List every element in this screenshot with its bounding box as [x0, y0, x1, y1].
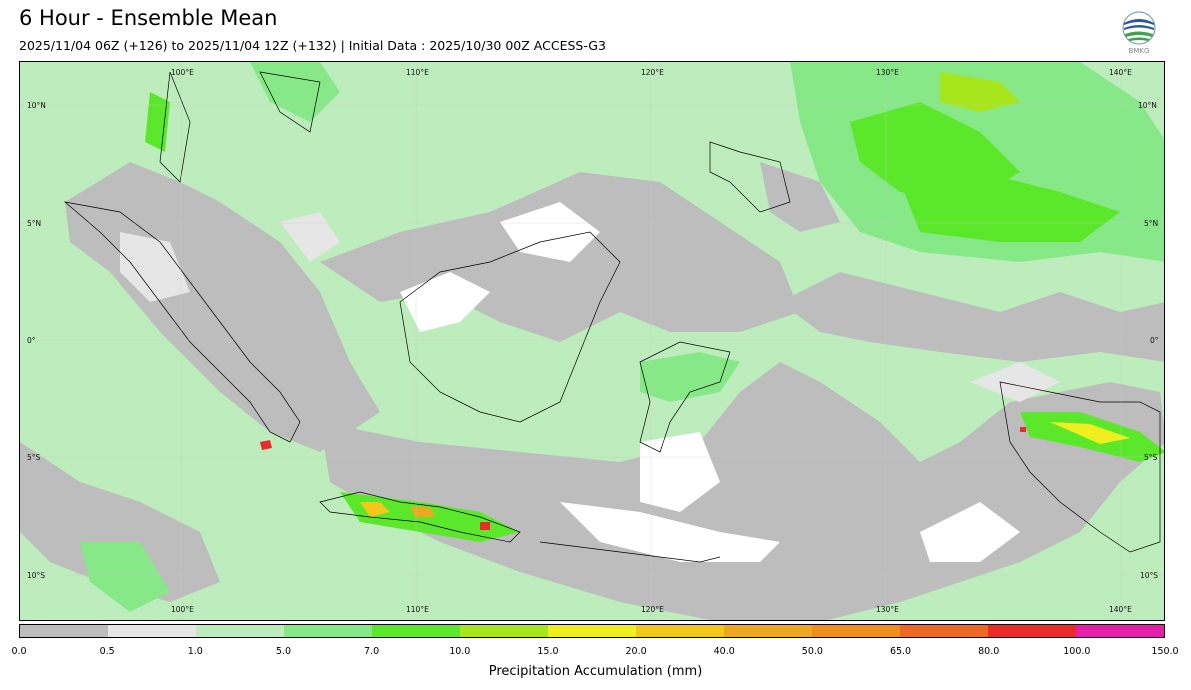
colorbar-tick-label: 50.0	[801, 646, 823, 657]
lon-label-top: 140°E	[1109, 68, 1132, 77]
colorbar-tick-label: 0.5	[99, 646, 115, 657]
lon-label-bottom: 130°E	[876, 605, 899, 614]
colorbar-tick-label: 20.0	[625, 646, 647, 657]
map-canvas	[20, 62, 1164, 620]
colorbar-ticks: 0.0 0.5 1.0 5.0 7.0 10.0 15.0 20.0 40.0 50.0 65.0 8…	[11, 646, 1178, 658]
lat-label-left: 5°N	[27, 219, 42, 228]
colorbar	[19, 624, 1165, 638]
lat-label-left: 10°N	[27, 101, 46, 110]
lat-label-left: 5°S	[27, 453, 41, 462]
colorbar-segment	[372, 625, 460, 637]
colorbar-segment	[460, 625, 548, 637]
svg-text:BMKG: BMKG	[1129, 47, 1150, 55]
colorbar-tick-label: 80.0	[978, 646, 1000, 657]
colorbar-tick-label: 40.0	[713, 646, 735, 657]
lon-label-top: 120°E	[641, 68, 664, 77]
coastlines	[63, 71, 1161, 563]
colorbar-segment	[548, 625, 636, 637]
colorbar-segment	[284, 625, 372, 637]
colorbar-segment	[108, 625, 196, 637]
colorbar-tick-label: 15.0	[537, 646, 559, 657]
colorbar-tick-label: 7.0	[364, 646, 380, 657]
lat-label-right: 5°N	[1144, 219, 1159, 228]
colorbar-tick-label: 5.0	[275, 646, 292, 657]
lon-label-top: 110°E	[406, 68, 429, 77]
colorbar-tick-label: 150.0	[1151, 646, 1179, 657]
colorbar-tick-label: 0.0	[11, 646, 27, 657]
rain-areas	[80, 62, 1164, 612]
colorbar-tick-label: 100.0	[1063, 646, 1091, 657]
colorbar-segment	[988, 625, 1076, 637]
colorbar-segment	[900, 625, 988, 637]
lat-label-right: 10°N	[1138, 101, 1157, 110]
lat-label-right: 5°S	[1144, 453, 1158, 462]
colorbar-segment	[724, 625, 812, 637]
colorbar-segment	[1076, 625, 1164, 637]
lat-label-right: 0°	[1150, 336, 1159, 345]
colorbar-tick-label: 10.0	[449, 646, 471, 657]
lon-label-bottom: 120°E	[641, 605, 664, 614]
lon-label-bottom: 140°E	[1109, 605, 1132, 614]
colorbar-segment	[636, 625, 724, 637]
precipitation-map: 100°E 110°E 120°E 130°E 140°E 100°E 110°…	[19, 61, 1165, 621]
graticule	[20, 62, 1164, 620]
lon-label-bottom: 110°E	[406, 605, 429, 614]
lat-label-left: 0°	[27, 336, 36, 345]
colorbar-tick-label: 65.0	[889, 646, 912, 657]
colorbar-segment	[812, 625, 900, 637]
bmkg-logo: BMKG	[1122, 11, 1156, 55]
lon-label-top: 100°E	[171, 68, 194, 77]
chart-subtitle: 2025/11/04 06Z (+126) to 2025/11/04 12Z …	[19, 38, 606, 53]
low-precip-areas	[20, 162, 1164, 620]
colorbar-segment	[196, 625, 284, 637]
lon-label-top: 130°E	[876, 68, 899, 77]
chart-title: 6 Hour - Ensemble Mean	[19, 6, 278, 30]
lon-label-bottom: 100°E	[171, 605, 194, 614]
colorbar-segment	[20, 625, 108, 637]
lat-label-right: 10°S	[1140, 571, 1159, 580]
colorbar-label: Precipitation Accumulation (mm)	[488, 664, 703, 679]
lat-label-left: 10°S	[27, 571, 46, 580]
colorbar-tick-label: 1.0	[187, 646, 203, 657]
